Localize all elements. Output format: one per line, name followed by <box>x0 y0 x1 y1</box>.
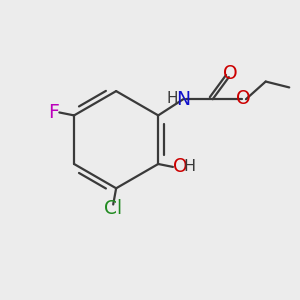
Text: Cl: Cl <box>104 200 122 218</box>
Text: H: H <box>167 92 178 106</box>
Text: H: H <box>183 159 195 174</box>
Text: O: O <box>236 89 250 108</box>
Text: O: O <box>173 158 188 176</box>
Text: F: F <box>48 103 59 122</box>
Text: N: N <box>176 90 190 109</box>
Text: O: O <box>223 64 238 83</box>
